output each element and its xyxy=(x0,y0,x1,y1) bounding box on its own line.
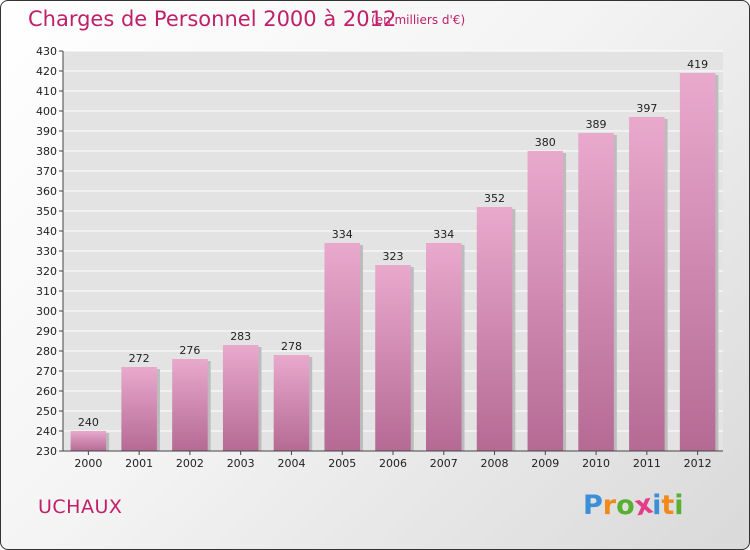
x-tick-label: 2008 xyxy=(481,457,509,470)
y-tick-label: 360 xyxy=(36,185,57,198)
y-tick-label: 280 xyxy=(36,345,57,358)
logo-letter: o xyxy=(616,490,635,521)
logo-letter: i xyxy=(674,490,684,521)
bar-value-label: 323 xyxy=(383,250,404,263)
y-tick-label: 310 xyxy=(36,285,57,298)
logo-letter: i xyxy=(652,490,662,521)
bar xyxy=(679,73,716,451)
x-tick-label: 2002 xyxy=(176,457,204,470)
logo-letter: P xyxy=(583,490,603,521)
y-tick-label: 240 xyxy=(36,425,57,438)
bar-value-label: 272 xyxy=(129,352,150,365)
y-tick-label: 400 xyxy=(36,105,57,118)
x-tick-label: 2010 xyxy=(582,457,610,470)
y-tick-label: 430 xyxy=(36,45,57,58)
bar xyxy=(629,117,665,451)
bar-value-label: 334 xyxy=(332,228,353,241)
bar xyxy=(222,345,259,451)
bar-value-label: 380 xyxy=(535,136,556,149)
bar-value-label: 352 xyxy=(484,192,505,205)
bar xyxy=(70,431,107,451)
bar-value-label: 389 xyxy=(586,118,607,131)
bar-value-label: 283 xyxy=(230,330,251,343)
bar xyxy=(172,359,208,451)
x-tick-label: 2005 xyxy=(328,457,356,470)
logo-letter: r xyxy=(602,490,617,521)
chart-subtitle: (en milliers d'€) xyxy=(371,13,466,27)
y-tick-label: 290 xyxy=(36,325,57,338)
x-tick-label: 2011 xyxy=(633,457,661,470)
bar xyxy=(476,207,513,451)
proxiti-logo: Proxiti xyxy=(583,489,684,523)
y-tick-label: 380 xyxy=(36,145,57,158)
x-tick-label: 2007 xyxy=(430,457,458,470)
logo-letter: t xyxy=(661,490,675,521)
x-tick-label: 2000 xyxy=(74,457,102,470)
x-tick-label: 2003 xyxy=(227,457,255,470)
x-tick-label: 2006 xyxy=(379,457,407,470)
bar-value-label: 397 xyxy=(636,102,657,115)
y-tick-label: 230 xyxy=(36,445,57,458)
y-tick-label: 410 xyxy=(36,85,57,98)
bar xyxy=(121,367,157,451)
bar-value-label: 334 xyxy=(433,228,454,241)
x-tick-label: 2012 xyxy=(684,457,712,470)
bar-value-label: 276 xyxy=(179,344,200,357)
bar-value-label: 240 xyxy=(78,416,99,429)
y-tick-label: 340 xyxy=(36,225,57,238)
bar xyxy=(426,243,462,451)
bar xyxy=(527,151,564,451)
bar xyxy=(375,265,411,451)
bar xyxy=(273,355,310,451)
y-tick-label: 270 xyxy=(36,365,57,378)
town-name: UCHAUX xyxy=(38,496,123,518)
y-tick-label: 420 xyxy=(36,65,57,78)
chart-title: Charges de Personnel 2000 à 2012 xyxy=(28,7,397,31)
x-tick-label: 2004 xyxy=(277,457,305,470)
x-tick-label: 2001 xyxy=(125,457,153,470)
bar-value-label: 419 xyxy=(687,58,708,71)
bar xyxy=(324,243,360,451)
y-tick-label: 330 xyxy=(36,245,57,258)
y-tick-label: 320 xyxy=(36,265,57,278)
bar-value-label: 278 xyxy=(281,340,302,353)
y-tick-label: 260 xyxy=(36,385,57,398)
x-tick-label: 2009 xyxy=(531,457,559,470)
bar xyxy=(578,133,614,451)
y-tick-label: 390 xyxy=(36,125,57,138)
y-tick-label: 370 xyxy=(36,165,57,178)
y-tick-label: 300 xyxy=(36,305,57,318)
y-tick-label: 350 xyxy=(36,205,57,218)
y-tick-label: 250 xyxy=(36,405,57,418)
